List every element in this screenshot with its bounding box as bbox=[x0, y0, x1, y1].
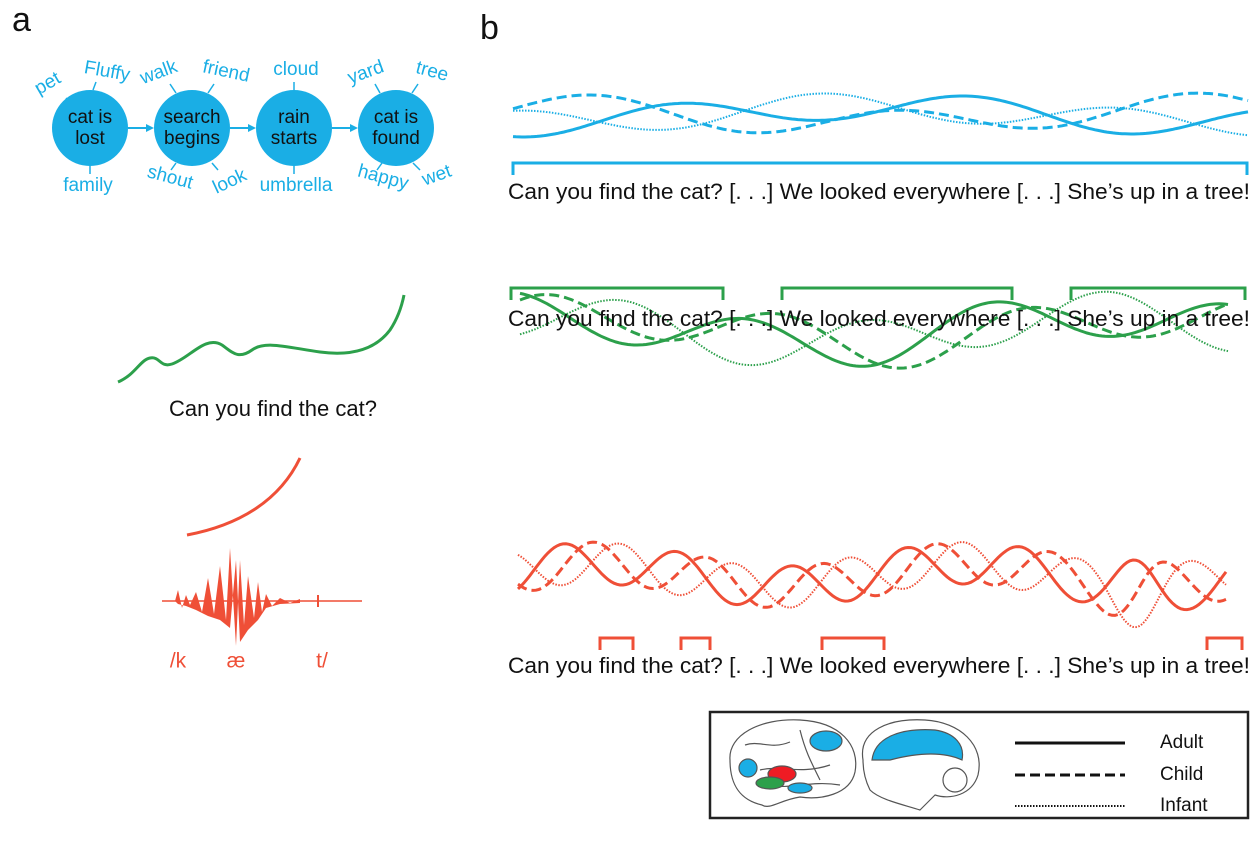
event-word: tree bbox=[414, 57, 451, 86]
figure: a b cat islostpetFluffyfamilysearchbegin… bbox=[0, 0, 1260, 843]
node-label: lost bbox=[75, 128, 105, 149]
node-label: found bbox=[372, 128, 420, 149]
wave bbox=[518, 544, 1226, 610]
phonemes: /k æ t/ bbox=[170, 650, 328, 673]
event-word: cloud bbox=[273, 59, 318, 80]
wave bbox=[518, 542, 1226, 615]
event-word: shout bbox=[145, 161, 196, 194]
node-label: search bbox=[163, 107, 220, 128]
event-word: look bbox=[210, 164, 251, 198]
event-word: umbrella bbox=[260, 175, 333, 196]
event-word: walk bbox=[136, 56, 180, 89]
phoneme: t/ bbox=[316, 650, 328, 673]
event-word: yard bbox=[345, 56, 387, 88]
event-word: pet bbox=[31, 68, 65, 100]
legend-label: Adult bbox=[1160, 732, 1204, 753]
event-word: happy bbox=[355, 161, 411, 195]
story-text: Can you find the cat? [. . .] We looked … bbox=[508, 179, 1250, 204]
node-label: begins bbox=[164, 128, 220, 149]
waves bbox=[513, 93, 1248, 627]
node-label: starts bbox=[271, 128, 317, 149]
phoneme: æ bbox=[227, 650, 246, 673]
event-word: wet bbox=[418, 160, 455, 190]
panel-label: b bbox=[480, 9, 499, 47]
panel-label: a bbox=[12, 1, 31, 39]
legend-label: Infant bbox=[1160, 795, 1208, 816]
story-text: Can you find the cat? [. . .] We looked … bbox=[508, 306, 1250, 331]
sentence-text: Can you find the cat? bbox=[169, 396, 377, 421]
node-label: cat is bbox=[374, 107, 418, 128]
event-word: Fluffy bbox=[83, 57, 133, 86]
story-rows: Can you find the cat? [. . .] We looked … bbox=[508, 179, 1250, 678]
event-word: friend bbox=[201, 56, 252, 86]
story-text: Can you find the cat? [. . .] We looked … bbox=[508, 653, 1250, 678]
waveform bbox=[162, 548, 362, 646]
node-label: rain bbox=[278, 107, 310, 128]
sentence-curve bbox=[118, 295, 404, 382]
legend-label: Child bbox=[1160, 764, 1203, 785]
phoneme: /k bbox=[170, 650, 187, 673]
event-word: family bbox=[63, 175, 113, 196]
node-label: cat is bbox=[68, 107, 112, 128]
brackets bbox=[511, 163, 1247, 650]
word-curve bbox=[187, 458, 300, 535]
